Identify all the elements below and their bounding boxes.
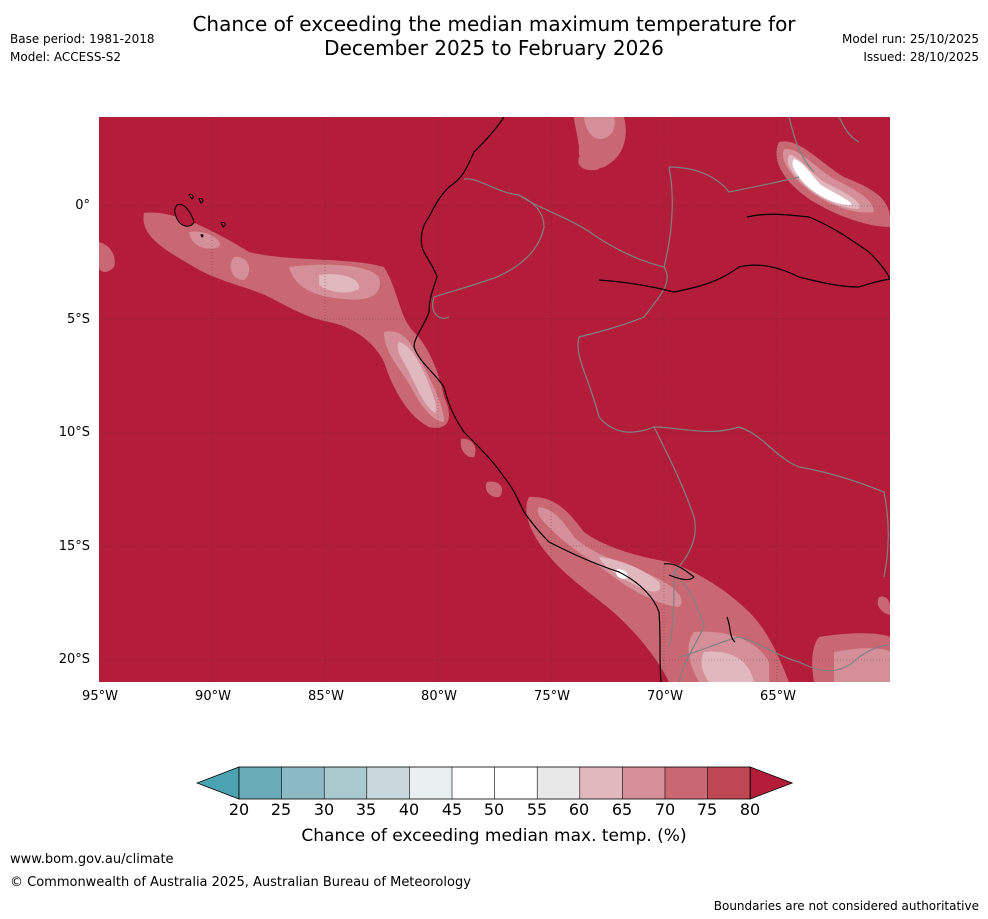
disclaimer: Boundaries are not considered authoritat… [713, 899, 979, 913]
lat-label-15s: 15°S [58, 539, 90, 554]
colorbar-segment [366, 767, 410, 799]
colorbar-segment [665, 767, 708, 799]
meta-right: Model run: 25/10/2025 Issued: 28/10/2025 [842, 30, 979, 66]
colorbar-tick-70: 70 [654, 800, 676, 819]
patch-top-center-inner [584, 117, 615, 139]
lat-label-20s: 20°S [58, 652, 90, 667]
colorbar-segment [452, 767, 495, 799]
coastlines [413, 117, 890, 682]
colorbar-tick-60: 60 [568, 800, 590, 819]
colorbar-tick-20: 20 [228, 800, 250, 819]
patch-peru-coast-inner [397, 342, 437, 413]
patch-se-corner-inner [834, 648, 890, 682]
colorbar-tick-75: 75 [696, 800, 718, 819]
patch-galapagos-band [143, 212, 449, 428]
colorbar-label: Chance of exceeding median max. temp. (%… [301, 826, 687, 846]
probability-patches [99, 117, 890, 682]
lat-label-0: 0° [75, 198, 90, 213]
lat-label-5s: 5°S [66, 312, 90, 327]
patch-left-edge [99, 242, 115, 272]
meta-left: Base period: 1981-2018 Model: ACCESS-S2 [10, 30, 155, 66]
lon-label-90w: 90°W [195, 689, 231, 704]
colorbar-segment [622, 767, 665, 799]
patch-coast-10s [460, 438, 476, 458]
colorbar-segment [579, 767, 623, 799]
map [99, 117, 890, 682]
graticule [99, 117, 890, 682]
model-run: Model run: 25/10/2025 [841, 32, 979, 46]
patch-south-band-core [599, 557, 661, 592]
footer-copyright: © Commonwealth of Australia 2025, Austra… [10, 875, 471, 890]
colorbar-over-arrow [749, 766, 794, 800]
colorbar-segment [494, 767, 538, 799]
colorbar-tick-40: 40 [398, 800, 420, 819]
patch-coast-12s [485, 481, 503, 498]
colorbar [196, 766, 794, 800]
colorbar-segment [707, 767, 751, 799]
colorbar-segment [537, 767, 580, 799]
country-borders [432, 117, 890, 682]
footer-url: www.bom.gov.au/climate [10, 852, 174, 867]
map-background [99, 117, 890, 682]
colorbar-under-arrow [196, 766, 240, 800]
patch-galapagos-inner [189, 231, 220, 249]
patch-ne-mid [783, 148, 874, 213]
lon-label-95w: 95°W [82, 689, 118, 704]
lon-label-70w: 70°W [647, 689, 683, 704]
model-name: Model: ACCESS-S2 [10, 50, 122, 64]
colorbar-segment [281, 767, 325, 799]
title-line-1: Chance of exceeding the median maximum t… [192, 12, 796, 36]
colorbar-tick-55: 55 [526, 800, 548, 819]
patch-se-right [877, 596, 890, 615]
lon-label-65w: 65°W [760, 689, 796, 704]
colorbar-tick-25: 25 [270, 800, 292, 819]
colorbar-segment [409, 767, 452, 799]
lon-label-80w: 80°W [421, 689, 457, 704]
patch-nw-colombia [578, 156, 601, 171]
title-line-2: December 2025 to February 2026 [324, 36, 664, 60]
base-period: Base period: 1981-2018 [10, 32, 155, 46]
patch-central-inner [319, 274, 360, 293]
colorbar-tick-50: 50 [483, 800, 505, 819]
colorbar-tick-30: 30 [313, 800, 335, 819]
patch-galapagos-inner-2 [230, 256, 250, 280]
colorbar-tick-45: 45 [441, 800, 463, 819]
lon-label-75w: 75°W [534, 689, 570, 704]
lat-label-10s: 10°S [58, 425, 90, 440]
chart-title: Chance of exceeding the median maximum t… [0, 12, 988, 60]
colorbar-segment [239, 767, 282, 799]
patch-bolivia-inner [701, 651, 754, 682]
colorbar-segment [324, 767, 367, 799]
patch-ne-white [792, 159, 852, 205]
colorbar-tick-65: 65 [611, 800, 633, 819]
issued-date: Issued: 28/10/2025 [863, 50, 979, 64]
lon-label-85w: 85°W [308, 689, 344, 704]
colorbar-tick-80: 80 [739, 800, 761, 819]
galapagos-islands [174, 194, 226, 238]
colorbar-tick-35: 35 [355, 800, 377, 819]
